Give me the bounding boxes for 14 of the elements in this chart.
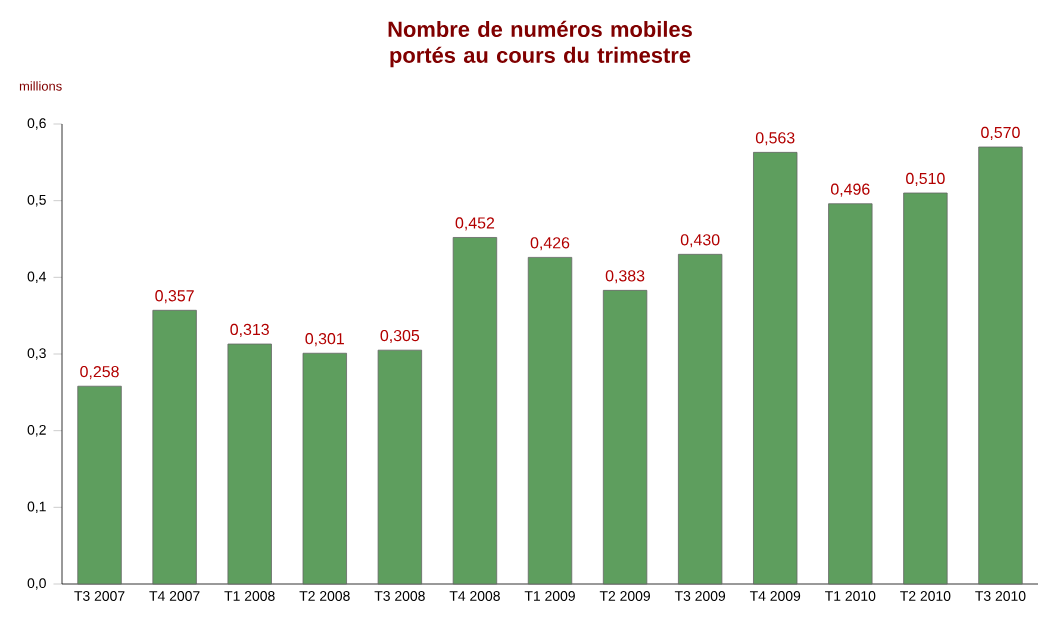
bar [677,253,723,585]
bar [452,237,498,585]
bar [903,192,948,585]
bar [828,203,873,585]
bar [152,309,197,585]
bar [978,146,1023,585]
bar [227,343,272,585]
bar [77,385,122,585]
bar [753,151,798,585]
bar [602,289,648,585]
bar [377,349,423,585]
bar [527,257,573,585]
chart-title: Nombre de numéros mobiles portés au cours du trimestre [388,20,692,68]
bar [302,352,347,585]
